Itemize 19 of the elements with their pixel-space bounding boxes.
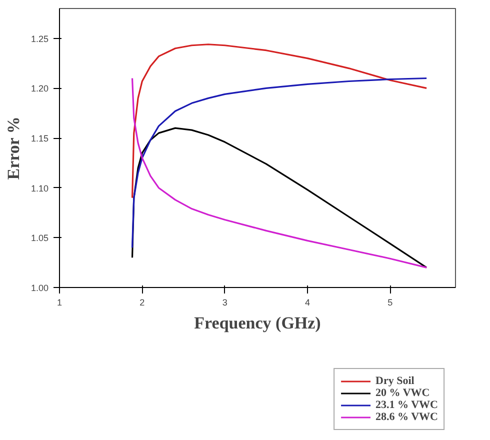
x-tick-label: 2 — [140, 298, 145, 308]
legend-label: Dry Soil — [376, 375, 414, 387]
x-axis-title: Frequency (GHz) — [194, 314, 321, 332]
line-series — [131, 44, 428, 199]
y-tick-label: 1.00 — [30, 283, 49, 293]
y-tick-label: 1.20 — [30, 84, 49, 94]
x-tick-label: 1 — [56, 298, 62, 308]
y-axis-title: Error % — [4, 116, 23, 180]
y-tick-label: 1.15 — [30, 134, 49, 144]
legend-label: 23.1 % VWC — [376, 399, 438, 411]
y-tick-label: 1.25 — [30, 34, 49, 44]
y-tick-label: 1.05 — [30, 233, 49, 244]
x-tick-label: 5 — [388, 298, 393, 308]
line-series — [131, 127, 428, 268]
legend-label: 20 % VWC — [376, 387, 430, 399]
y-tick-label: 1.10 — [30, 183, 49, 194]
x-tick-label: 4 — [305, 298, 310, 308]
x-tick-label: 3 — [222, 298, 228, 308]
legend-label: 28.6 % VWC — [376, 411, 438, 423]
